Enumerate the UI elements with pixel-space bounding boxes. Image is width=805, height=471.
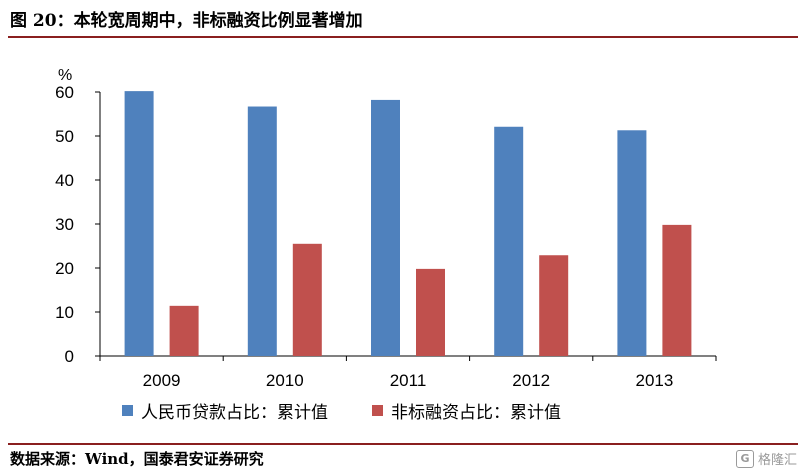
watermark: G 格隆汇 xyxy=(735,449,797,468)
x-tick-label: 2009 xyxy=(143,371,181,390)
y-tick-label: 50 xyxy=(55,127,74,146)
x-tick-label: 2013 xyxy=(635,371,673,390)
y-tick-label: 0 xyxy=(65,347,74,366)
figure-title: 图 20：本轮宽周期中，非标融资比例显著增加 xyxy=(10,11,363,31)
bar-loan-share-2011 xyxy=(371,99,400,357)
x-tick-label: 2010 xyxy=(266,371,304,390)
y-tick-label: 20 xyxy=(55,259,74,278)
watermark-logo-icon: G xyxy=(735,449,754,468)
bar-loan-share-2013 xyxy=(617,130,647,356)
data-source: 数据来源：Wind，国泰君安证券研究 xyxy=(10,450,264,468)
bar-nonstandard-share-2010 xyxy=(292,243,322,356)
bar-nonstandard-share-2012 xyxy=(539,255,569,356)
bar-loan-share-2009 xyxy=(124,91,154,357)
watermark-text: 格隆汇 xyxy=(757,453,797,468)
x-tick-label: 2011 xyxy=(390,371,427,390)
bottom-divider xyxy=(8,443,798,445)
y-tick-label: 40 xyxy=(55,171,74,190)
legend-item-series-1: 人民币贷款占比：累计值 xyxy=(122,398,328,423)
legend-label-series-2: 非标融资占比：累计值 xyxy=(391,403,561,423)
legend-item-series-2: 非标融资占比：累计值 xyxy=(372,398,561,423)
y-axis-unit-label: % xyxy=(58,67,72,84)
bar-loan-share-2012 xyxy=(494,126,524,356)
x-tick-label: 2012 xyxy=(512,371,550,390)
y-tick-label: 30 xyxy=(55,215,74,234)
bar-loan-share-2010 xyxy=(247,106,277,357)
title-bar: 图 20：本轮宽周期中，非标融资比例显著增加 xyxy=(0,0,805,34)
y-tick-label: 60 xyxy=(55,83,74,102)
bar-nonstandard-share-2009 xyxy=(169,305,199,356)
bar-chart: 0 10 20 30 40 50 60% 2009 2010 2011 2012 2013 xyxy=(55,67,717,390)
bar-nonstandard-share-2013 xyxy=(662,224,692,356)
legend-swatch-series-1 xyxy=(122,405,133,416)
y-tick-label: 10 xyxy=(55,303,74,322)
legend-swatch-series-2 xyxy=(372,405,383,416)
legend-label-series-1: 人民币贷款占比：累计值 xyxy=(141,403,328,423)
chart-legend: 人民币贷款占比：累计值 非标融资占比：累计值 xyxy=(122,398,561,423)
bar-nonstandard-share-2011 xyxy=(416,268,445,356)
top-divider xyxy=(8,36,798,38)
